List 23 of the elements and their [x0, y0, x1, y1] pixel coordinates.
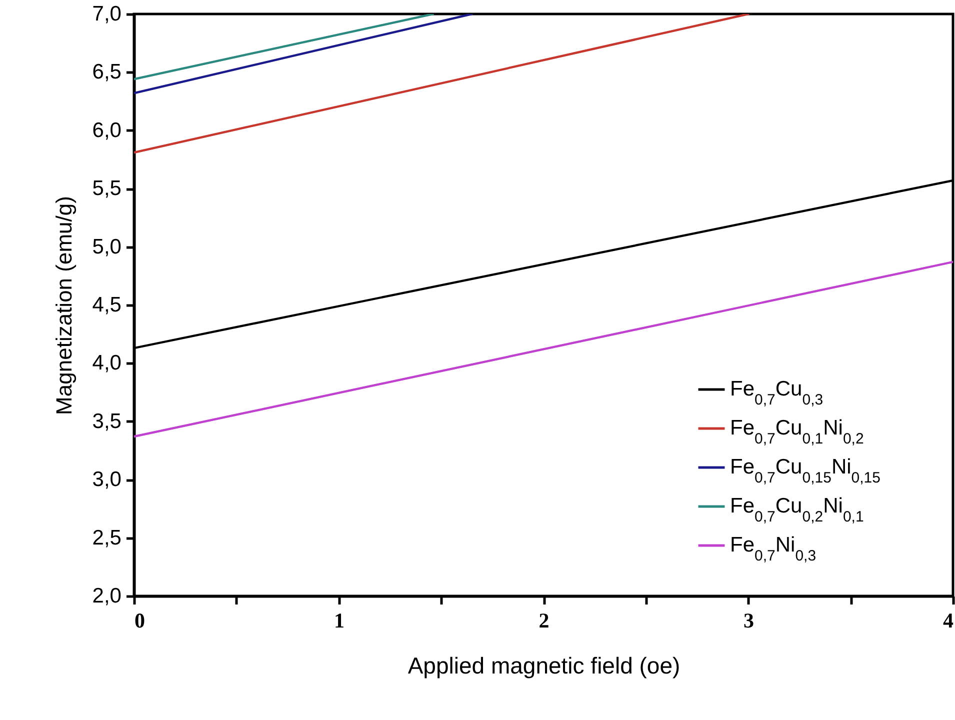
x-tick-label: 3 — [744, 608, 754, 632]
x-tick-label: 2 — [538, 608, 550, 632]
legend-label: Fe$_{0,7}$Cu$_{0,3}$ — [730, 378, 824, 408]
x-tick-label: 0 — [134, 608, 145, 632]
x-tick-label: 1 — [334, 608, 344, 632]
x-tick-label: 4 — [943, 608, 954, 632]
y-tick-label: 7,0 — [92, 2, 122, 26]
y-tick-label: 2,0 — [92, 584, 122, 608]
legend-label: Fe$_{0,7}$Cu$_{0,2}$Ni$_{0,1}$ — [730, 494, 864, 525]
x-axis-title: Applied magnetic field (oe) — [408, 652, 680, 678]
y-tick-label: 3,5 — [92, 410, 122, 433]
legend-label: Fe$_{0,7}$Cu$_{0,15}$Ni$_{0,15}$ — [730, 456, 880, 486]
y-tick-label: 5,5 — [92, 177, 122, 200]
y-tick-label: 4,5 — [92, 294, 122, 316]
y-tick-label: 3,0 — [92, 468, 122, 492]
y-tick-label: 2,5 — [92, 526, 122, 550]
legend-label: Fe$_{0,7}$Ni$_{0,3}$ — [730, 534, 816, 564]
legend-label: Fe$_{0,7}$Cu$_{0,1}$Ni$_{0,2}$ — [730, 416, 864, 447]
y-tick-label: 6,5 — [92, 60, 122, 84]
y-tick-label: 6,0 — [92, 118, 122, 142]
y-tick-label: 5,0 — [92, 235, 122, 258]
y-axis-title: Magnetization (emu/g) — [51, 196, 76, 415]
y-tick-label: 4,0 — [92, 352, 122, 375]
